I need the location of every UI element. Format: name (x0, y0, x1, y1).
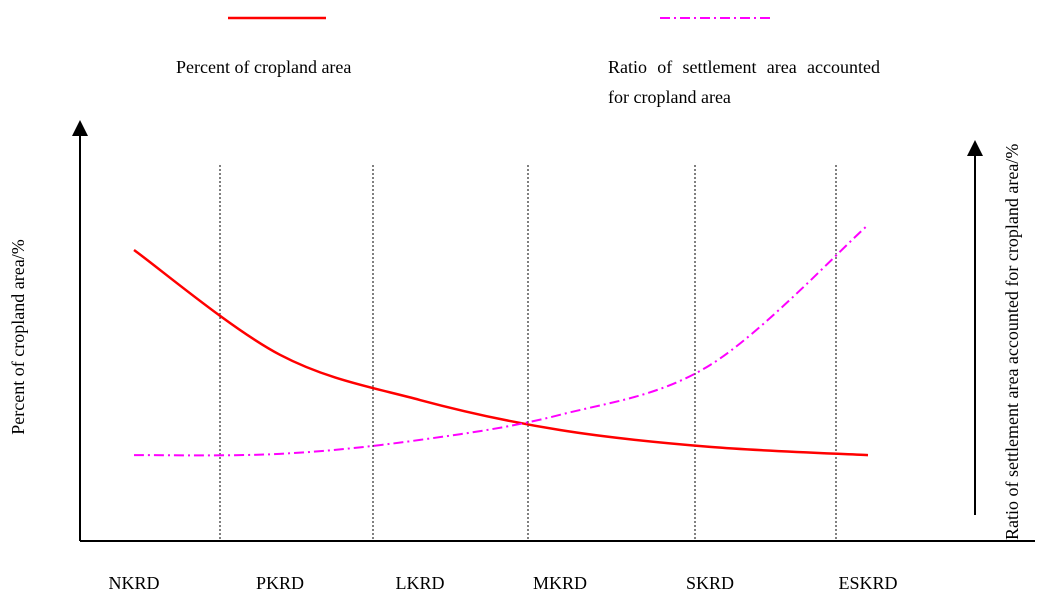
y-axis-label: Percent of cropland area/% (8, 239, 28, 434)
x-tick-label: NKRD (108, 573, 159, 593)
legend-label: Ratio of settlement area accounted for c… (608, 57, 880, 107)
series-line (133, 224, 869, 457)
y2-axis-label: Ratio of settlement area accounted for c… (1002, 143, 1022, 540)
x-tick-label: ESKRD (838, 573, 897, 593)
legend-label: Percent of cropland area (176, 57, 352, 77)
x-tick-label: LKRD (396, 573, 445, 593)
x-tick-label: MKRD (533, 573, 587, 593)
x-tick-label: PKRD (256, 573, 304, 593)
series-line (133, 248, 869, 457)
zone-dividers (219, 165, 837, 541)
x-tick-label: SKRD (686, 573, 734, 593)
